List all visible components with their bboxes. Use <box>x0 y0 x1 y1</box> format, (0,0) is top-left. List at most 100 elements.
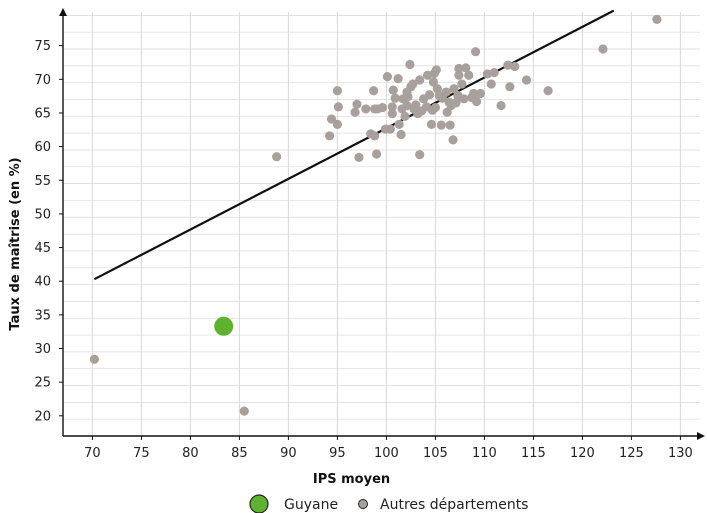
y-tick-label: 45 <box>34 241 51 256</box>
point-autres <box>388 85 398 95</box>
point-autres <box>403 92 413 102</box>
point-autres <box>470 47 481 57</box>
point-autres <box>454 63 464 74</box>
x-tick-label: 80 <box>182 446 199 461</box>
point-autres <box>89 354 99 364</box>
data-points <box>89 14 662 416</box>
point-autres <box>400 111 410 121</box>
point-autres <box>369 86 379 96</box>
point-autres <box>385 124 395 134</box>
point-autres <box>503 60 513 70</box>
point-autres <box>350 107 360 117</box>
y-tick-label: 50 <box>34 207 51 222</box>
point-autres <box>543 86 553 96</box>
point-autres <box>428 77 439 87</box>
x-tick-label: 120 <box>570 446 595 461</box>
point-autres <box>454 70 464 80</box>
point-autres <box>471 96 482 107</box>
legend-swatch-autres <box>358 499 368 509</box>
point-autres <box>377 102 388 113</box>
y-axis-title: Taux de maîtrise (en %) <box>8 157 23 330</box>
point-autres <box>448 135 458 145</box>
point-autres <box>272 152 282 162</box>
point-autres <box>405 59 415 70</box>
x-tick-label: 125 <box>619 446 644 461</box>
point-autres <box>442 107 452 117</box>
point-autres <box>505 82 515 92</box>
point-autres <box>387 102 397 112</box>
trend-line <box>93 9 615 281</box>
point-autres <box>461 63 471 73</box>
point-autres <box>426 119 437 129</box>
point-autres <box>354 152 364 162</box>
x-axis-arrow <box>697 432 705 440</box>
tick-labels: 70 75 80 85 90 95 100 105 110 115 120 125 130 20 25 30 3… <box>34 39 692 461</box>
x-tick-label: 105 <box>423 446 448 461</box>
point-autres <box>352 99 362 109</box>
y-tick-label: 60 <box>34 140 51 155</box>
point-autres <box>370 131 380 141</box>
point-autres <box>457 79 467 89</box>
point-autres <box>475 88 486 99</box>
point-autres <box>464 70 474 80</box>
y-tick-label: 30 <box>34 342 51 357</box>
x-axis-title: IPS moyen <box>313 472 390 487</box>
point-autres <box>394 119 404 129</box>
point-autres <box>441 87 451 97</box>
point-autres <box>486 79 496 89</box>
point-autres <box>469 88 479 99</box>
y-tick-label: 55 <box>34 174 51 189</box>
x-tick-label: 130 <box>668 446 693 461</box>
x-tick-label: 90 <box>280 446 297 461</box>
y-tick-label: 35 <box>34 308 51 323</box>
legend-swatch-guyane <box>249 494 269 513</box>
y-tick-label: 25 <box>34 376 51 391</box>
x-tick-label: 95 <box>329 446 346 461</box>
point-autres <box>489 67 499 78</box>
point-autres <box>424 90 435 100</box>
y-tick-label: 20 <box>34 409 51 424</box>
x-tick-label: 85 <box>231 446 248 461</box>
y-tick-label: 70 <box>34 73 51 88</box>
point-autres <box>372 149 382 159</box>
point-autres <box>239 406 249 416</box>
point-autres <box>396 129 406 140</box>
point-autres <box>445 120 455 130</box>
point-autres <box>387 109 397 119</box>
point-autres <box>430 102 440 113</box>
legend-label-guyane: Guyane <box>284 497 338 513</box>
trend-line-group <box>93 9 615 281</box>
point-autres <box>482 69 492 79</box>
point-autres <box>390 93 400 103</box>
point-autres <box>361 104 371 114</box>
legend: Guyane Autres départements <box>249 494 528 513</box>
y-axis-arrow <box>59 8 67 16</box>
point-autres <box>382 72 392 82</box>
grid <box>63 12 700 437</box>
y-tick-label: 65 <box>34 106 51 121</box>
point-autres <box>326 114 337 124</box>
point-autres <box>431 65 441 75</box>
point-autres <box>411 100 421 110</box>
point-autres <box>415 150 425 160</box>
point-autres <box>415 75 425 85</box>
point-autres <box>393 74 403 84</box>
x-tick-label: 115 <box>521 446 546 461</box>
point-autres <box>598 44 608 54</box>
x-tick-label: 75 <box>133 446 150 461</box>
x-tick-label: 100 <box>374 446 399 461</box>
point-autres <box>333 102 343 112</box>
point-autres <box>510 61 520 72</box>
x-tick-label: 110 <box>472 446 497 461</box>
legend-label-autres: Autres départements <box>380 497 528 513</box>
point-autres <box>436 120 446 130</box>
y-tick-label: 75 <box>34 39 51 54</box>
point-autres <box>459 94 469 104</box>
point-autres <box>449 84 459 94</box>
axes <box>59 8 705 440</box>
point-autres <box>408 79 418 89</box>
point-autres <box>496 100 506 111</box>
y-tick-label: 40 <box>34 275 51 290</box>
point-autres <box>324 131 335 141</box>
